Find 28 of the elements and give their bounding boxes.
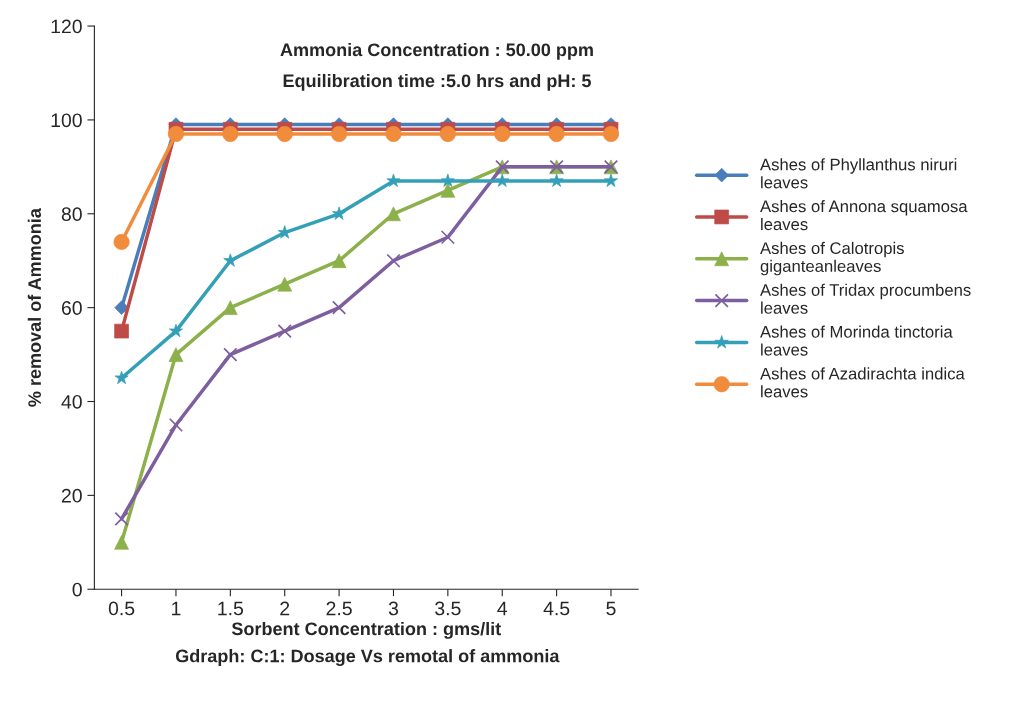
x-tick-label: 3	[388, 601, 399, 616]
text: Ammonia Concentration : 50.00 ppm	[280, 42, 593, 60]
y-tick-label: 0	[72, 582, 82, 597]
y-tick-label: 120	[51, 19, 82, 34]
x-tick-label: 2	[280, 601, 290, 616]
legend-label: Ashes of Morinda tinctoria leaves	[760, 325, 953, 356]
x-tick-label: 1	[172, 601, 181, 616]
x-tick-label: 3.5	[435, 601, 461, 616]
x-tick-label: 4	[497, 601, 508, 616]
y-axis-title: % removal of Ammonia	[27, 208, 42, 407]
legend-label: Ashes of Calotropis giganteanleaves	[760, 241, 904, 276]
x-tick-label: 4.5	[543, 601, 570, 616]
x-tick-label: 0.5	[108, 601, 135, 616]
x-tick-label: 2.5	[326, 601, 352, 616]
x-tick-label: 5	[606, 601, 616, 616]
y-tick-label: 80	[61, 207, 82, 222]
legend-label: Ashes of Annona squamosa leaves	[760, 200, 968, 231]
legend-label: Ashes of Tridax procumbens leaves	[760, 283, 971, 314]
x-tick-label: 1.5	[218, 601, 244, 616]
y-tick-label: 100	[51, 113, 82, 128]
y-tick-label: 60	[61, 301, 82, 315]
x-axis-title: Sorbent Concentration : gms/lit	[231, 621, 501, 639]
text: Equilibration time :5.0 hrs and pH: 5	[283, 73, 591, 91]
y-tick-label: 40	[61, 394, 82, 409]
legend-label: Ashes of Phyllanthus niruri leaves	[760, 158, 957, 189]
text: Gdraph: C:1: Dosage Vs remotal of ammonia	[175, 649, 560, 666]
legend-label: Ashes of Azadirachta indica leaves	[760, 367, 965, 398]
y-tick-label: 20	[61, 488, 82, 503]
